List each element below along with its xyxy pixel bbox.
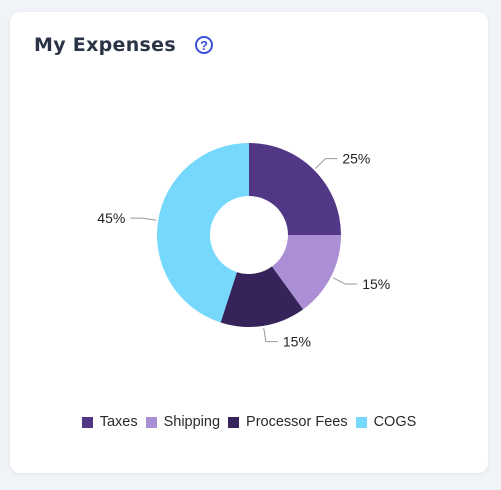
- help-icon[interactable]: ?: [194, 36, 213, 54]
- chart-slices: [157, 143, 341, 327]
- leader-line-processor-fees: [263, 327, 278, 343]
- legend-item-processor-fees[interactable]: Processor Fees: [228, 414, 348, 430]
- legend-swatch: [81, 416, 93, 428]
- chart-leader-lines: [130, 158, 358, 343]
- data-label-processor-fees: 15%: [283, 334, 311, 350]
- slice-taxes[interactable]: [249, 143, 341, 235]
- legend-label: Taxes: [99, 414, 138, 430]
- legend-label: Shipping: [163, 414, 221, 430]
- slice-shipping[interactable]: [271, 235, 341, 310]
- leader-line-cogs: [130, 217, 157, 221]
- slice-processor-fees[interactable]: [220, 266, 304, 327]
- card-header: My Expenses ?: [34, 34, 213, 56]
- leader-line-shipping: [332, 277, 358, 285]
- legend-swatch: [145, 416, 157, 428]
- leader-line-taxes: [315, 158, 338, 169]
- legend-item-taxes[interactable]: Taxes: [81, 414, 138, 430]
- data-label-shipping: 15%: [362, 276, 390, 292]
- legend-item-shipping[interactable]: Shipping: [145, 414, 221, 430]
- card-title: My Expenses: [34, 34, 176, 56]
- legend-swatch: [355, 416, 367, 428]
- expenses-card: My Expenses ? 25% 15% 15% 45% Taxes Shipping…: [10, 12, 488, 473]
- legend-swatch: [228, 416, 240, 428]
- data-label-taxes: 25%: [342, 151, 370, 167]
- slice-cogs[interactable]: [157, 143, 249, 323]
- legend-item-cogs[interactable]: COGS: [355, 414, 417, 430]
- chart-legend: Taxes Shipping Processor Fees COGS: [10, 414, 488, 430]
- legend-label: Processor Fees: [246, 414, 348, 430]
- data-label-cogs: 45%: [97, 210, 125, 226]
- legend-label: COGS: [373, 414, 417, 430]
- chart-data-labels: 25% 15% 15% 45%: [97, 151, 390, 350]
- donut-chart: 25% 15% 15% 45%: [97, 143, 390, 350]
